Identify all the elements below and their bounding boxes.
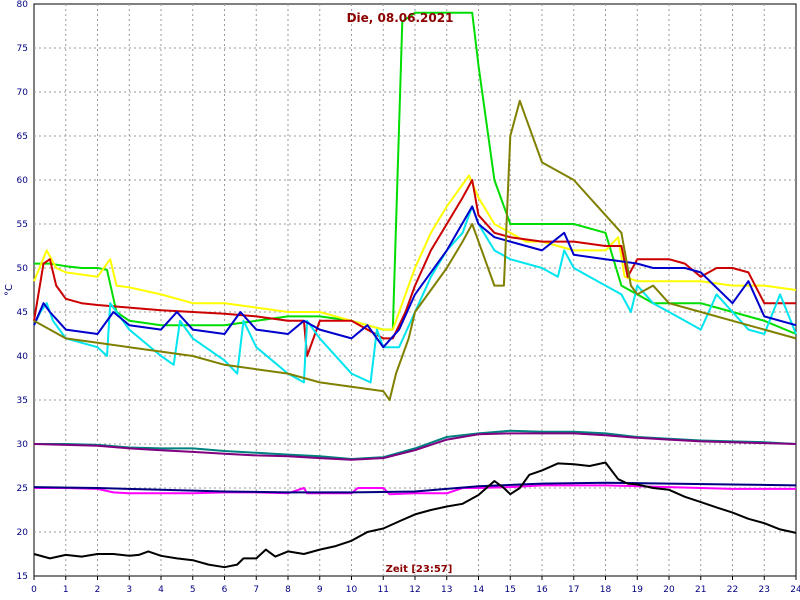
y-tick-label: 45 [17, 308, 28, 318]
x-tick-label: 14 [473, 585, 485, 595]
x-tick-label: 24 [790, 585, 800, 595]
y-tick-label: 30 [17, 440, 29, 450]
series-line-6 [33, 99, 797, 401]
series-line-10 [33, 481, 797, 494]
x-tick-label: 10 [346, 585, 358, 595]
x-tick-label: 3 [126, 585, 132, 595]
y-tick-label: 35 [17, 396, 28, 406]
y-tick-label: 55 [17, 220, 28, 230]
series-group [33, 11, 797, 569]
x-tick-label: 13 [441, 585, 452, 595]
y-tick-label: 65 [17, 132, 28, 142]
x-tick-label: 1 [63, 585, 69, 595]
x-tick-label: 11 [378, 585, 389, 595]
x-axis-label: Zeit [23:57] [386, 564, 453, 575]
y-tick-label: 40 [17, 352, 29, 362]
y-tick-label: 80 [17, 0, 29, 10]
series-line-11 [33, 461, 797, 569]
x-tick-label: 9 [317, 585, 323, 595]
series-line-5 [33, 205, 797, 349]
x-tick-label: 2 [95, 585, 101, 595]
series-line-8 [33, 432, 797, 461]
y-tick-label: 75 [17, 44, 28, 54]
x-tick-label: 21 [695, 585, 706, 595]
x-tick-label: 12 [409, 585, 420, 595]
x-tick-label: 6 [222, 585, 228, 595]
y-tick-label: 70 [17, 88, 29, 98]
x-tick-label: 15 [505, 585, 516, 595]
y-tick-label: 50 [17, 264, 29, 274]
y-tick-labels: 15 20 25 30 35 40 45 50 55 60 65 70 75 80 [17, 0, 29, 582]
x-tick-label: 16 [536, 585, 548, 595]
chart-title: Die, 08.06.2021 [347, 11, 454, 25]
x-tick-label: 22 [727, 585, 738, 595]
x-tick-label: 5 [190, 585, 196, 595]
y-axis-label: °C [4, 284, 15, 296]
x-tick-label: 0 [31, 585, 37, 595]
x-tick-label: 20 [663, 585, 675, 595]
series-line-3 [33, 179, 796, 357]
y-tick-label: 15 [17, 572, 28, 582]
y-tick-label: 25 [17, 484, 28, 494]
x-tick-label: 18 [600, 585, 612, 595]
y-tick-label: 20 [17, 528, 29, 538]
x-tick-label: 19 [632, 585, 644, 595]
x-tick-label: 23 [759, 585, 770, 595]
y-tick-label: 60 [17, 176, 29, 186]
series-line-9 [34, 484, 796, 496]
x-tick-labels: 0 1 2 3 4 5 6 7 8 9 10 11 12 13 14 15 16 17 18 19 20 21 22 23 24 [31, 576, 800, 595]
x-tick-label: 7 [253, 585, 259, 595]
x-tick-label: 4 [158, 585, 164, 595]
x-tick-label: 17 [568, 585, 579, 595]
x-tick-label: 8 [285, 585, 291, 595]
series-line-4 [33, 205, 797, 384]
series-line-2 [33, 174, 797, 331]
